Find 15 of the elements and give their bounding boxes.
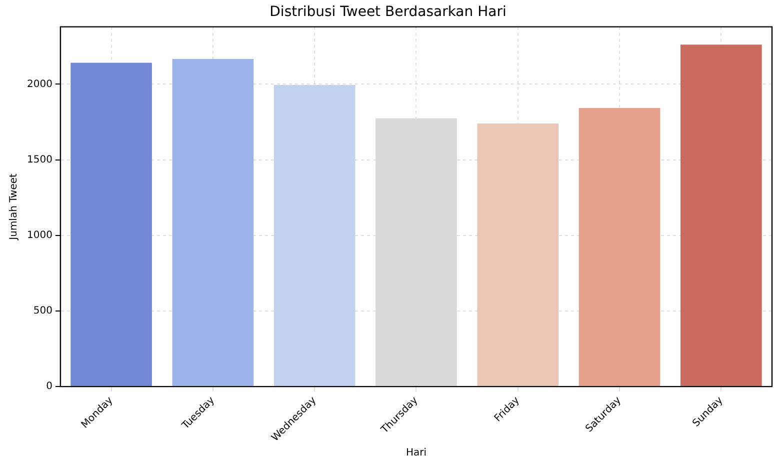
bar	[578, 108, 660, 386]
y-tick-label: 0	[46, 381, 52, 392]
y-axis-title: Jumlah Tweet	[8, 173, 20, 241]
y-tick-label: 500	[33, 306, 52, 317]
y-tick-label: 1500	[26, 154, 52, 166]
bar	[477, 124, 559, 386]
chart-title: Distribusi Tweet Berdasarkan Hari	[270, 4, 506, 20]
y-tick-label: 2000	[26, 78, 52, 90]
x-axis-title: Hari	[406, 448, 426, 459]
bar	[70, 62, 152, 386]
bar	[172, 59, 254, 386]
bar	[274, 85, 356, 386]
bar	[680, 44, 762, 386]
bar	[376, 118, 457, 386]
y-tick-label: 1000	[26, 230, 52, 242]
